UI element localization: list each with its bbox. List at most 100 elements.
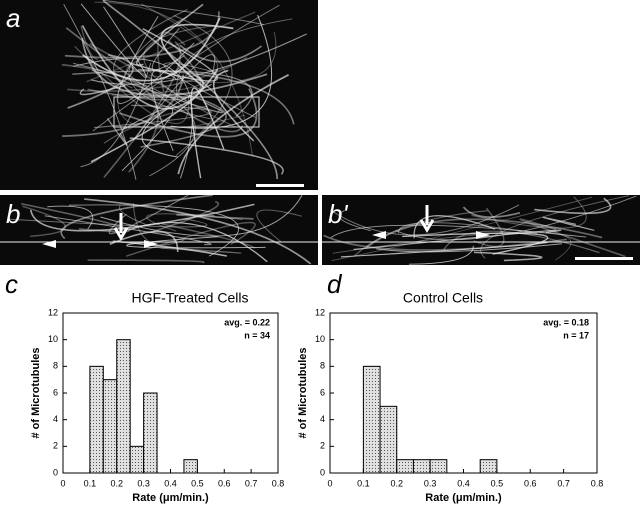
fiber bbox=[121, 107, 174, 172]
fiber bbox=[161, 223, 256, 249]
fiber bbox=[125, 221, 256, 257]
fiber bbox=[109, 231, 179, 253]
fiber bbox=[462, 206, 521, 218]
fiber bbox=[47, 205, 94, 230]
fiber bbox=[87, 39, 202, 101]
y-axis-label: # of Microtubules bbox=[297, 347, 309, 438]
fiber bbox=[62, 74, 185, 137]
fiber bbox=[471, 196, 587, 229]
fiber bbox=[103, 105, 208, 144]
y-tick-label: 12 bbox=[48, 307, 58, 317]
x-tick-label: 0.3 bbox=[424, 478, 437, 488]
x-tick-label: 0.8 bbox=[591, 478, 604, 488]
y-axis-label: # of Microtubules bbox=[30, 347, 42, 438]
y-tick-label: 2 bbox=[53, 441, 58, 451]
bar bbox=[116, 339, 131, 474]
overlays bbox=[0, 96, 640, 260]
fiber bbox=[353, 229, 562, 251]
fiber bbox=[80, 62, 152, 168]
bar bbox=[396, 459, 414, 474]
x-axis-label: Rate (μm/min.) bbox=[425, 492, 502, 504]
panel-label: c bbox=[5, 269, 18, 299]
fiber bbox=[94, 1, 254, 157]
fiber bbox=[102, 0, 278, 180]
arrowheads bbox=[42, 231, 490, 248]
fiber bbox=[80, 3, 147, 78]
y-tick-label: 12 bbox=[315, 307, 325, 317]
bar bbox=[429, 459, 448, 474]
fiber bbox=[473, 207, 505, 248]
fiber bbox=[86, 11, 256, 83]
fiber bbox=[143, 25, 237, 128]
fiber bbox=[63, 3, 137, 180]
fiber bbox=[82, 17, 221, 82]
fiber bbox=[131, 28, 218, 82]
x-tick-label: 0 bbox=[327, 478, 332, 488]
scale-bar bbox=[575, 257, 633, 260]
bar bbox=[143, 392, 158, 474]
fiber bbox=[137, 68, 295, 125]
arrow bbox=[113, 213, 129, 241]
fiber bbox=[87, 259, 205, 264]
fiber bbox=[126, 236, 266, 249]
fiber bbox=[73, 58, 193, 179]
x-tick-label: 0.5 bbox=[491, 478, 504, 488]
fiber bbox=[108, 195, 189, 235]
annotation: n = 34 bbox=[244, 330, 270, 340]
x-tick-label: 0.6 bbox=[218, 478, 231, 488]
arrow bbox=[419, 205, 435, 233]
fiber bbox=[129, 137, 284, 175]
fiber bbox=[176, 213, 254, 220]
fiber bbox=[376, 243, 563, 253]
annotation: avg. = 0.22 bbox=[224, 317, 270, 327]
fiber bbox=[341, 241, 549, 258]
fiber bbox=[60, 195, 213, 240]
fiber-group bbox=[7, 195, 312, 265]
fiber bbox=[146, 213, 243, 232]
y-tick-label: 10 bbox=[315, 334, 325, 344]
chart-title: Control Cells bbox=[403, 290, 483, 306]
x-tick-label: 0.4 bbox=[457, 478, 470, 488]
fiber bbox=[103, 41, 182, 178]
y-tick-label: 2 bbox=[320, 441, 325, 451]
bar bbox=[362, 365, 381, 474]
bar bbox=[102, 379, 118, 474]
fiber bbox=[89, 43, 188, 102]
fiber bbox=[67, 53, 134, 109]
fiber bbox=[519, 218, 626, 258]
fiber bbox=[7, 218, 208, 228]
panel-label: b bbox=[6, 199, 20, 229]
chart-title: HGF-Treated Cells bbox=[132, 290, 249, 306]
panel-label: b' bbox=[328, 199, 348, 229]
micrographs bbox=[0, 0, 640, 265]
fiber bbox=[256, 209, 303, 243]
fiber bbox=[140, 92, 227, 148]
fiber bbox=[44, 215, 212, 246]
annotation: avg. = 0.18 bbox=[543, 317, 589, 327]
bar bbox=[379, 405, 398, 474]
fiber bbox=[81, 25, 219, 110]
fiber bbox=[173, 15, 233, 156]
fiber bbox=[331, 196, 593, 261]
fiber bbox=[176, 18, 293, 100]
fiber bbox=[80, 25, 99, 60]
fiber bbox=[190, 87, 225, 179]
fiber bbox=[74, 45, 190, 124]
fiber bbox=[29, 203, 255, 232]
x-tick-label: 0.7 bbox=[245, 478, 258, 488]
fiber bbox=[119, 88, 258, 138]
y-tick-label: 0 bbox=[53, 467, 58, 477]
x-tick-label: 0.8 bbox=[272, 478, 285, 488]
fiber bbox=[116, 16, 195, 104]
bar bbox=[479, 459, 498, 474]
fiber bbox=[160, 23, 234, 89]
fiber bbox=[151, 27, 185, 71]
panel-label: a bbox=[6, 3, 20, 33]
x-axis-label: Rate (μm/min.) bbox=[132, 492, 209, 504]
scale-bar bbox=[256, 184, 304, 187]
fiber bbox=[177, 74, 289, 175]
fiber bbox=[132, 203, 185, 246]
fiber bbox=[119, 205, 150, 227]
bar bbox=[89, 365, 104, 474]
